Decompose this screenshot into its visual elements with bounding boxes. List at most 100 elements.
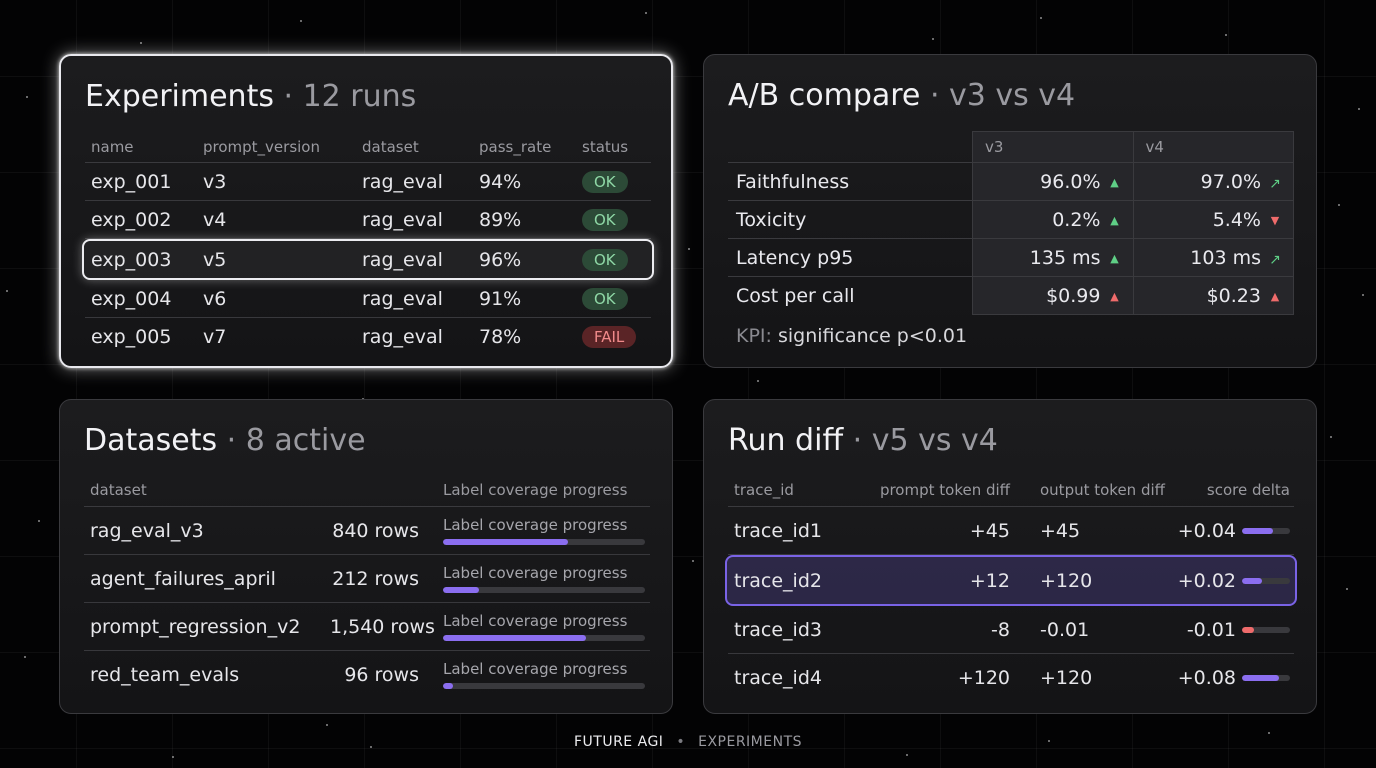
trend-up-right-icon: ↗	[1269, 251, 1281, 268]
dataset-row-count: 212 rows	[332, 567, 419, 590]
prompt-version: v4	[203, 208, 227, 231]
ab-compare-subtitle: · v3 vs v4	[929, 78, 1076, 113]
status-badge-fail: FAIL	[582, 326, 637, 348]
prompt-token-diff: -8	[991, 618, 1010, 641]
metric-label: Toxicity	[728, 200, 973, 239]
score-delta-bar	[1242, 577, 1290, 584]
table-row[interactable]: prompt_regression_v2 1,540 rows Label co…	[84, 603, 650, 651]
column-header-pass-rate[interactable]: pass_rate	[479, 138, 552, 156]
table-row-selected[interactable]: exp_003 v5 rag_eval 96% OK	[82, 239, 654, 280]
metric-label: Cost per call	[728, 276, 973, 315]
progress-fill	[443, 587, 480, 593]
column-header-status[interactable]: status	[582, 138, 629, 156]
score-delta-fill	[1242, 674, 1280, 681]
prompt-token-diff: +12	[969, 569, 1010, 592]
table-row[interactable]: Faithfulness 96.0% ▲ 97.0% ↗	[728, 162, 1294, 201]
kpi-value: significance p<0.01	[777, 325, 968, 347]
dataset-name: prompt_regression_v2	[90, 615, 301, 638]
table-header: dataset Label coverage progress	[84, 474, 650, 507]
label-coverage-progress-bar	[443, 683, 645, 689]
progress-fill	[443, 683, 454, 689]
progress-fill	[443, 539, 569, 545]
progress-label: Label coverage progress	[443, 516, 628, 534]
progress-label: Label coverage progress	[443, 564, 628, 582]
table-row[interactable]: trace_id4 +120 +120 +0.08	[728, 654, 1294, 701]
dataset-row-count: 96 rows	[344, 663, 419, 686]
pass-rate: 89%	[479, 208, 522, 231]
column-header-output-token-diff[interactable]: output token diff	[1040, 481, 1165, 499]
column-header-prompt-version[interactable]: prompt_version	[203, 138, 320, 156]
table-row[interactable]: agent_failures_april 212 rows Label cove…	[84, 555, 650, 603]
prompt-version: v5	[203, 248, 227, 271]
table-row[interactable]: red_team_evals 96 rows Label coverage pr…	[84, 651, 650, 698]
score-delta-bar	[1242, 674, 1290, 681]
column-header-dataset[interactable]: dataset	[362, 138, 419, 156]
table-row[interactable]: Toxicity 0.2% ▲ 5.4% ▼	[728, 200, 1294, 239]
table-row[interactable]: exp_004 v6 rag_eval 91% OK	[85, 280, 651, 318]
table-row[interactable]: exp_002 v4 rag_eval 89% OK	[85, 201, 651, 239]
footer: FUTURE AGI • EXPERIMENTS	[0, 734, 1376, 750]
kpi-note: KPI: significance p<0.01	[728, 325, 1292, 347]
table-row[interactable]: exp_001 v3 rag_eval 94% OK	[85, 163, 651, 201]
column-header-dataset[interactable]: dataset	[90, 481, 147, 499]
table-row[interactable]: Cost per call $0.99 ▲ $0.23 ▲	[728, 276, 1294, 315]
column-header-score-delta[interactable]: score delta	[1206, 481, 1290, 499]
table-row-highlighted[interactable]: trace_id2 +12 +120 +0.02	[725, 555, 1297, 606]
table-header: trace_id prompt token diff output token …	[728, 474, 1294, 507]
trend-up-icon: ▲	[1110, 175, 1119, 189]
column-header-progress[interactable]: Label coverage progress	[443, 481, 628, 499]
dataset-row-count: 840 rows	[332, 519, 419, 542]
metric-value-a: 135 ms	[1029, 246, 1101, 269]
experiments-panel: Experiments · 12 runs name prompt_versio…	[59, 54, 673, 368]
progress-label: Label coverage progress	[443, 612, 628, 630]
progress-label: Label coverage progress	[443, 660, 628, 678]
pass-rate: 94%	[479, 170, 522, 193]
score-delta-fill	[1242, 577, 1263, 584]
experiment-name: exp_004	[91, 287, 172, 310]
datasets-title: Datasets · 8 active	[84, 423, 366, 458]
table-row[interactable]: trace_id1 +45 +45 +0.04	[728, 507, 1294, 555]
status-badge: OK	[582, 249, 628, 271]
experiments-subtitle: · 12 runs	[283, 79, 417, 114]
output-token-diff: +120	[1040, 569, 1093, 592]
dataset-name: red_team_evals	[90, 663, 240, 686]
dataset-name: rag_eval_v3	[90, 519, 204, 542]
status-badge: OK	[582, 288, 628, 310]
score-delta: +0.04	[1177, 519, 1236, 542]
column-header-trace-id[interactable]: trace_id	[734, 481, 794, 499]
table-row[interactable]: rag_eval_v3 840 rows Label coverage prog…	[84, 507, 650, 555]
experiment-name: exp_002	[91, 208, 172, 231]
run-diff-subtitle: · v5 vs v4	[852, 423, 998, 458]
trend-up-red-icon: ▲	[1110, 289, 1119, 303]
progress-fill	[443, 635, 587, 641]
metric-value-b: 97.0%	[1200, 170, 1261, 193]
column-header-prompt-token-diff[interactable]: prompt token diff	[879, 481, 1010, 499]
dataset: rag_eval	[362, 208, 443, 231]
column-header-v3[interactable]: v3	[972, 131, 1133, 163]
metric-value-a: 96.0%	[1040, 170, 1101, 193]
ab-compare-title: A/B compare · v3 vs v4	[728, 78, 1076, 113]
run-diff-title: Run diff · v5 vs v4	[728, 423, 998, 458]
footer-brand: FUTURE AGI	[573, 734, 664, 750]
trace-id: trace_id2	[734, 569, 822, 592]
table-row[interactable]: exp_005 v7 rag_eval 78% FAIL	[85, 318, 651, 355]
dataset-name: agent_failures_april	[90, 567, 276, 590]
pass-rate: 91%	[479, 287, 522, 310]
footer-section: EXPERIMENTS	[698, 734, 803, 750]
experiments-table: name prompt_version dataset pass_rate st…	[82, 132, 654, 355]
experiment-name: exp_003	[91, 248, 172, 271]
table-header: v3 v4	[728, 131, 1294, 163]
label-coverage-progress-bar	[443, 635, 645, 641]
table-row[interactable]: trace_id3 -8 -0.01 -0.01	[728, 606, 1294, 654]
column-header-v4[interactable]: v4	[1132, 131, 1294, 163]
score-delta: +0.02	[1177, 569, 1236, 592]
dataset: rag_eval	[362, 170, 443, 193]
ab-compare-panel: A/B compare · v3 vs v4 v3 v4 Faithfulnes…	[703, 54, 1317, 368]
dataset: rag_eval	[362, 248, 443, 271]
experiment-name: exp_001	[91, 170, 172, 193]
pass-rate: 96%	[479, 248, 522, 271]
footer-separator: •	[676, 734, 686, 750]
datasets-subtitle: · 8 active	[226, 423, 366, 458]
column-header-name[interactable]: name	[91, 138, 134, 156]
table-row[interactable]: Latency p95 135 ms ▲ 103 ms ↗	[728, 238, 1294, 277]
